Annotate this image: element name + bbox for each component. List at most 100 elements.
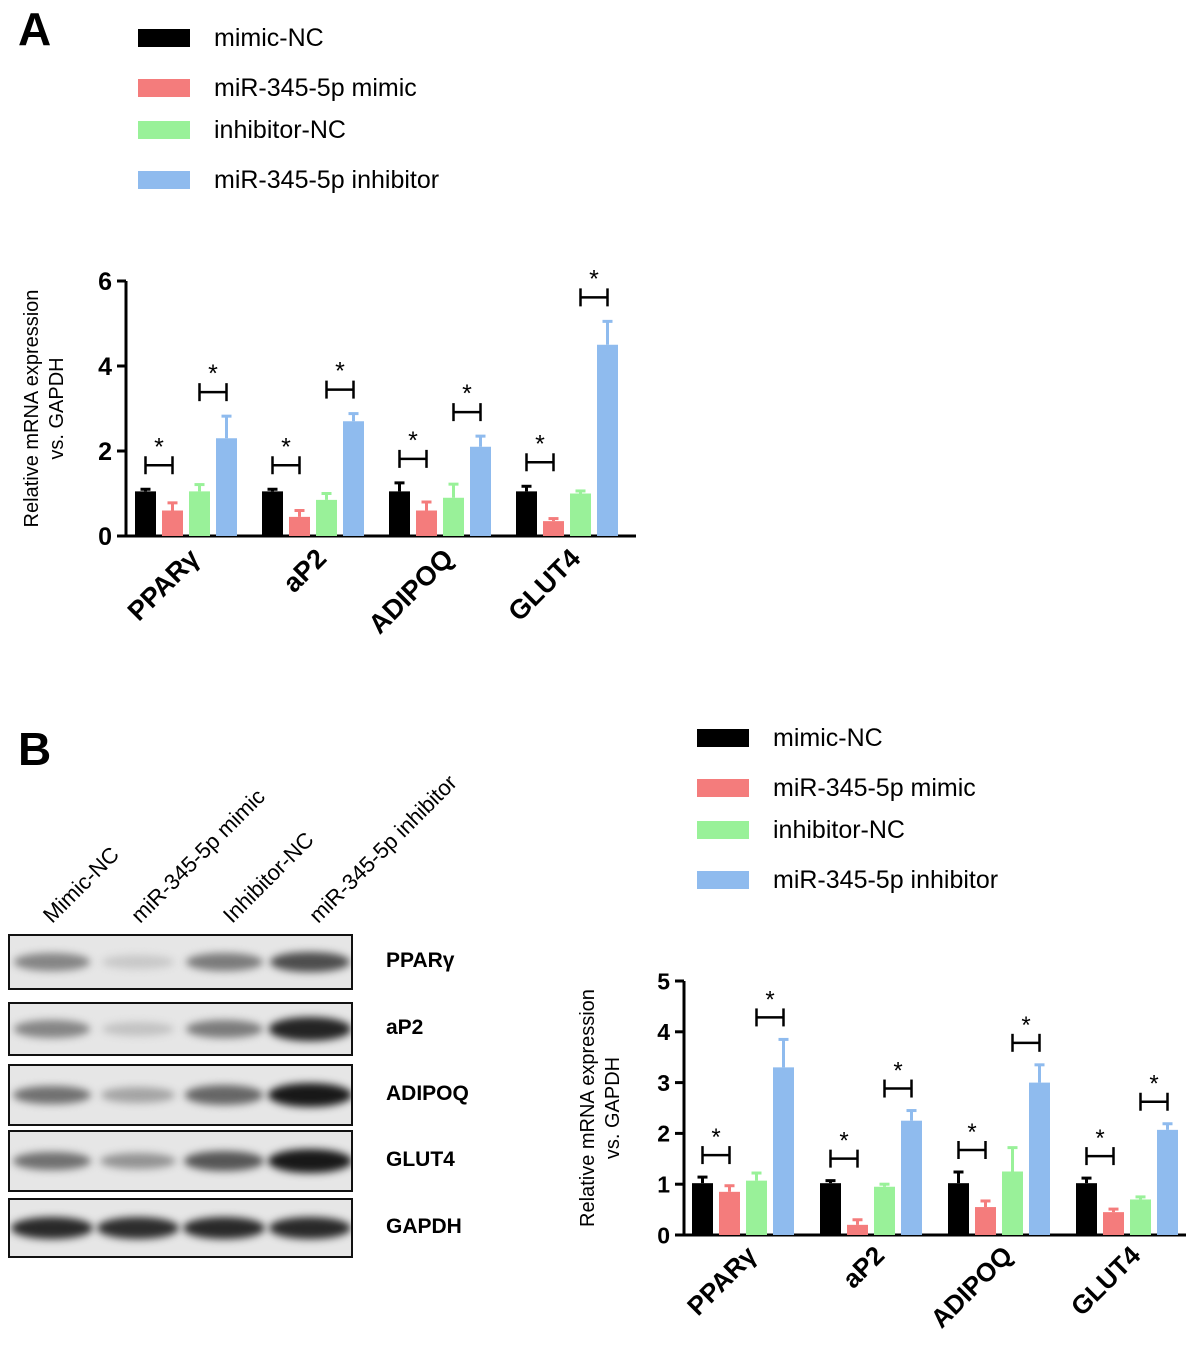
significance-star: * — [589, 265, 599, 293]
chart-panel-b: Relative mRNA expression vs. GAPDH 0 1 2 3 4 5 *… — [577, 968, 1186, 1334]
bar — [1002, 1171, 1023, 1235]
significance-star: * — [839, 1128, 848, 1155]
bar — [289, 516, 310, 536]
significance-star: * — [1021, 1012, 1030, 1039]
panel-b-letter: B — [18, 723, 52, 775]
blot-band — [268, 1149, 351, 1173]
legend-item-mir-inhibitor: miR-345-5p inhibitor — [138, 165, 558, 195]
bar — [847, 1224, 868, 1235]
legend-item-mimic-nc: mimic-NC — [697, 723, 1117, 753]
blot-band — [96, 1216, 180, 1240]
blot-protein-label: aP2 — [386, 1016, 424, 1039]
y-axis-label-line1: Relative mRNA expression — [577, 989, 599, 1227]
blot-band — [268, 1017, 351, 1041]
panel-a-letter: A — [18, 3, 52, 55]
legend-label: miR-345-5p mimic — [773, 774, 976, 802]
y-tick-label: 0 — [98, 523, 112, 551]
blot-band — [100, 1087, 176, 1103]
x-category-label: PPARγ — [681, 1240, 763, 1322]
significance-star: * — [1095, 1125, 1104, 1152]
blot-band — [13, 1151, 91, 1171]
y-axis-label-line1: Relative mRNA expression — [21, 290, 43, 528]
blot-protein-label: PPARγ — [386, 949, 455, 972]
bar — [1076, 1183, 1097, 1235]
bar — [416, 510, 437, 536]
legend-swatch — [138, 29, 190, 47]
legend-swatch — [697, 871, 749, 889]
blot-row — [8, 1064, 353, 1126]
significance-star: * — [711, 1124, 720, 1151]
bar — [874, 1186, 895, 1235]
bar — [901, 1120, 922, 1235]
legend-panel-b: mimic-NC miR-345-5p mimic inhibitor-NC m… — [697, 723, 1117, 903]
blot-band — [185, 1020, 263, 1038]
legend-swatch — [138, 171, 190, 189]
bar — [343, 421, 364, 536]
x-category-label: aP2 — [836, 1240, 890, 1294]
y-tick-label: 0 — [657, 1222, 670, 1248]
y-tick-label: 4 — [98, 353, 112, 381]
bar — [316, 499, 337, 536]
significance-star: * — [281, 433, 291, 461]
significance-star: * — [535, 430, 545, 458]
blot-band — [13, 953, 91, 971]
y-tick-label: 2 — [657, 1121, 670, 1147]
bar — [189, 491, 210, 536]
legend-item-inhibitor-nc: inhibitor-NC — [138, 115, 558, 145]
x-category-label: ADIPOQ — [363, 543, 460, 640]
blot-row — [8, 934, 353, 990]
legend-item-mir-inhibitor: miR-345-5p inhibitor — [697, 865, 1117, 895]
blot-lane-label: Inhibitor-NC — [218, 827, 319, 928]
blot-lane-label: miR-345-5p inhibitor — [304, 769, 462, 928]
bar — [948, 1183, 969, 1235]
y-axis-label-line2: vs. GAPDH — [602, 1057, 624, 1159]
blot-band — [10, 1216, 94, 1240]
blot-band — [182, 1216, 266, 1240]
blot-row — [8, 1130, 353, 1192]
blot-row — [8, 1002, 353, 1056]
bar — [1130, 1199, 1151, 1235]
legend-label: miR-345-5p mimic — [214, 74, 417, 102]
legend-label: miR-345-5p inhibitor — [773, 866, 999, 894]
bar — [719, 1191, 740, 1235]
blot-band — [184, 1085, 264, 1105]
blot-protein-label: GLUT4 — [386, 1148, 455, 1171]
western-blot: Mimic-NC miR-345-5p mimic Inhibitor-NC miR-… — [8, 740, 528, 1270]
legend-swatch — [697, 779, 749, 797]
bar — [692, 1183, 713, 1235]
y-tick-label: 3 — [657, 1070, 670, 1096]
bar — [216, 438, 237, 536]
blot-band — [269, 951, 351, 973]
x-category-label: PPARγ — [122, 543, 205, 626]
significance-star: * — [335, 358, 345, 386]
x-category-label: aP2 — [277, 543, 332, 598]
legend-panel-a: mimic-NC miR-345-5p mimic inhibitor-NC m… — [138, 23, 558, 203]
blot-band — [101, 1022, 175, 1036]
blot-row — [8, 1198, 353, 1258]
bar — [135, 491, 156, 536]
bar — [443, 497, 464, 536]
legend-swatch — [697, 821, 749, 839]
significance-star: * — [408, 427, 418, 455]
blot-band — [13, 1020, 91, 1038]
y-tick-label: 6 — [98, 268, 112, 296]
legend-item-mir-mimic: miR-345-5p mimic — [697, 773, 1117, 803]
bar — [1029, 1082, 1050, 1235]
bar — [570, 493, 591, 536]
blot-band — [185, 953, 263, 971]
y-tick-label: 2 — [98, 438, 112, 466]
blot-band — [102, 955, 174, 969]
legend-swatch — [138, 79, 190, 97]
significance-star: * — [967, 1119, 976, 1146]
significance-star: * — [154, 433, 164, 461]
significance-star: * — [462, 380, 472, 408]
blot-band — [184, 1150, 264, 1172]
legend-swatch — [697, 729, 749, 747]
bar — [820, 1183, 841, 1235]
y-axis-label: Relative mRNA expression vs. GAPDH — [577, 989, 624, 1227]
legend-item-mir-mimic: miR-345-5p mimic — [138, 73, 558, 103]
bar — [1157, 1129, 1178, 1235]
bar — [162, 510, 183, 536]
bar — [773, 1067, 794, 1235]
significance-star: * — [765, 986, 774, 1013]
